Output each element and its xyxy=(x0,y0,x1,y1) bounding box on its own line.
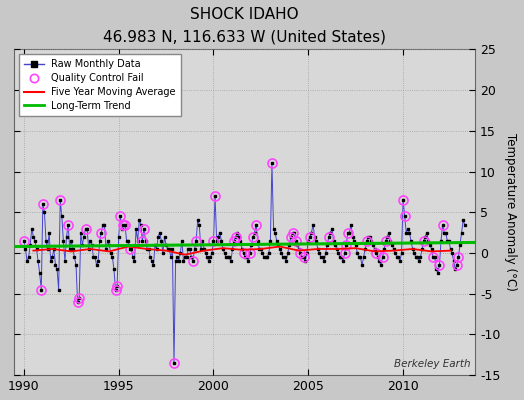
Text: Berkeley Earth: Berkeley Earth xyxy=(394,359,471,369)
Title: SHOCK IDAHO
46.983 N, 116.633 W (United States): SHOCK IDAHO 46.983 N, 116.633 W (United … xyxy=(103,7,386,44)
Y-axis label: Temperature Anomaly (°C): Temperature Anomaly (°C) xyxy=(504,133,517,291)
Legend: Raw Monthly Data, Quality Control Fail, Five Year Moving Average, Long-Term Tren: Raw Monthly Data, Quality Control Fail, … xyxy=(19,54,181,116)
